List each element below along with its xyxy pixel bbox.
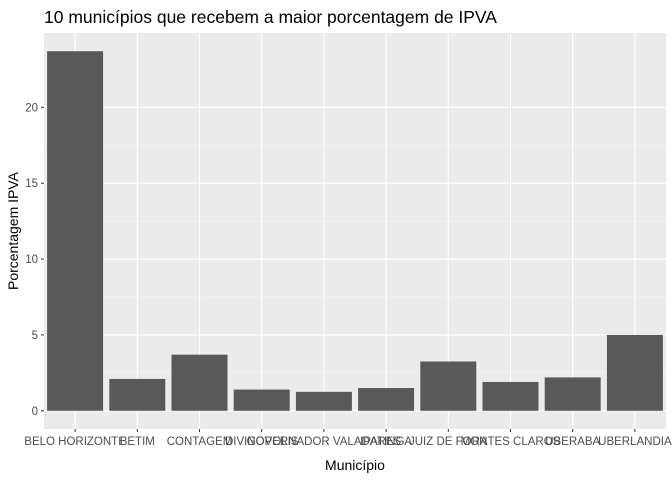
bar: [171, 354, 228, 411]
bar: [606, 334, 663, 411]
x-tick-label: BELO HORIZONTE: [24, 436, 126, 448]
x-tick-label: CONTAGEM: [167, 436, 233, 448]
x-tick-label: UBERLANDIA: [598, 436, 672, 448]
y-axis-title: Porcentagem IPVA: [5, 171, 21, 290]
x-tick-label: MONTES CLAROS: [461, 436, 561, 448]
bar: [47, 51, 104, 411]
bar: [544, 377, 601, 411]
bar: [295, 391, 352, 411]
y-axis: 0 5 10 15 20: [25, 102, 44, 418]
bars: [47, 51, 663, 411]
y-tick-label: 5: [32, 330, 38, 342]
x-tick-label: UBERABA: [545, 436, 600, 448]
y-tick-label: 0: [32, 406, 38, 418]
bar: [358, 388, 415, 411]
plot-panel: [44, 33, 666, 429]
x-tick-label: JUIZ DE FORA: [409, 436, 488, 448]
y-tick-label: 20: [25, 102, 38, 114]
bar: [109, 378, 166, 411]
x-axis-title: Município: [325, 457, 385, 473]
x-tick-label: BETIM: [120, 436, 155, 448]
x-tick-label: GOVERNADOR VALADARES: [247, 436, 402, 448]
x-tick-label: IPATINGA: [360, 436, 412, 448]
bar: [420, 361, 477, 411]
bar: [482, 381, 539, 411]
bar: [233, 389, 290, 411]
y-tick-label: 15: [25, 178, 38, 190]
x-tick-label: DIVINOPOLIS: [225, 436, 299, 448]
chart-title: 10 municípios que recebem a maior porcen…: [44, 7, 497, 27]
y-tick-label: 10: [25, 254, 38, 266]
